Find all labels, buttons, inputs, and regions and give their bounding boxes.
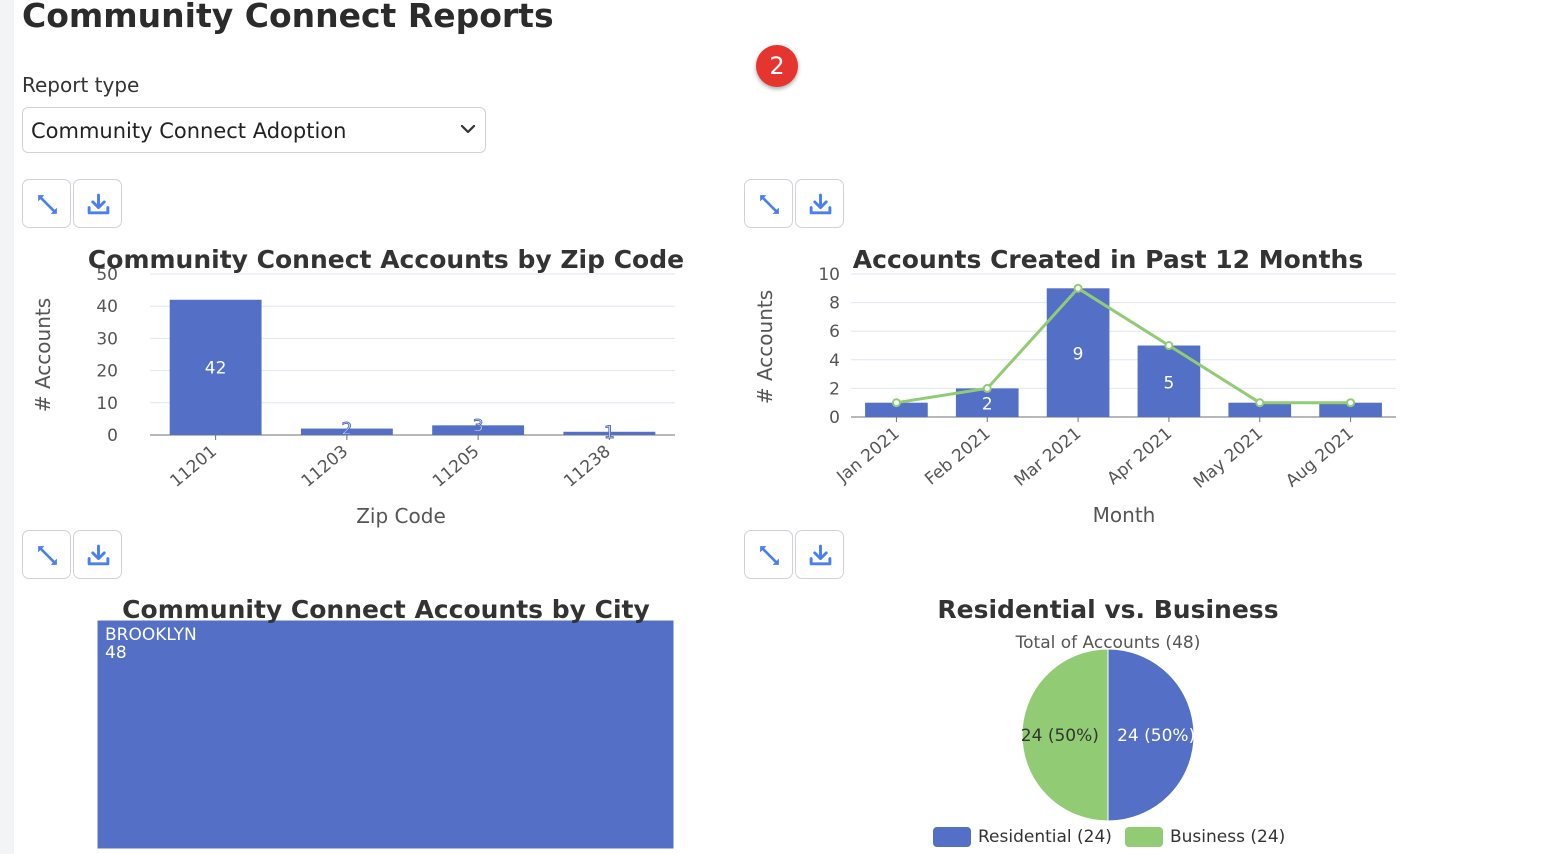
zip-chart-expand-button[interactable] xyxy=(22,179,71,228)
zip-bar xyxy=(432,425,525,435)
months-y-axis-title: # Accounts xyxy=(753,290,777,404)
months-bar xyxy=(1228,402,1292,417)
zip-bar-value-label: 2 xyxy=(341,420,352,440)
report-type-select[interactable]: Community Connect Adoption xyxy=(22,107,486,153)
pie-legend-label: Residential (24) xyxy=(978,827,1112,847)
months-y-tick-label: 0 xyxy=(829,408,840,428)
months-x-axis-title: Month xyxy=(1093,503,1156,527)
pie-legend-swatch xyxy=(1125,827,1163,847)
city-treemap-tile xyxy=(96,619,675,850)
zip-y-axis-title: # Accounts xyxy=(31,298,55,412)
pie-chart-expand-button[interactable] xyxy=(744,530,793,579)
pie-slice-residential xyxy=(1107,648,1195,822)
months-line-point xyxy=(891,398,901,408)
zip-y-tick-label: 30 xyxy=(96,329,118,349)
city-chart-download-button[interactable] xyxy=(73,530,122,579)
pie-slice-label: 24 (50%) xyxy=(1117,726,1195,746)
months-y-tick-label: 2 xyxy=(829,379,840,399)
zip-y-tick-label: 40 xyxy=(96,297,118,317)
zip-bar-value-label: 3 xyxy=(473,416,484,436)
city-tile-name: BROOKLYN xyxy=(105,625,197,645)
months-y-tick-label: 10 xyxy=(818,265,840,285)
chevron-down-icon xyxy=(459,120,477,142)
pie-legend-label: Business (24) xyxy=(1170,827,1285,847)
months-bar xyxy=(1319,402,1382,417)
months-trend-line xyxy=(896,286,1351,405)
city-tile-value: 48 xyxy=(105,643,127,663)
zip-y-tick-label: 20 xyxy=(96,362,118,382)
zip-x-axis-title: Zip Code xyxy=(356,504,446,528)
left-edge-strip xyxy=(0,0,14,854)
months-line-point xyxy=(1255,398,1265,408)
zip-y-tick-label: 10 xyxy=(96,394,118,414)
city-chart-title: Community Connect Accounts by City xyxy=(122,595,650,624)
zip-y-tick-label: 50 xyxy=(96,265,118,285)
months-bar-value-label: 9 xyxy=(1073,345,1084,365)
months-chart-expand-button[interactable] xyxy=(744,179,793,228)
months-line-point xyxy=(1164,341,1174,350)
months-bar xyxy=(865,402,928,417)
pie-chart-download-button[interactable] xyxy=(795,530,844,579)
zip-bar xyxy=(300,428,393,435)
pie-legend-swatch xyxy=(933,827,971,847)
report-type-label: Report type xyxy=(22,73,140,97)
months-line-point xyxy=(1073,283,1083,293)
zip-bar-value-label: 42 xyxy=(205,358,227,378)
months-y-tick-label: 8 xyxy=(829,294,840,314)
zip-chart-download-button[interactable] xyxy=(73,179,122,228)
zip-bar xyxy=(563,431,656,435)
months-bar-value-label: 5 xyxy=(1164,373,1175,393)
months-line-point xyxy=(1346,398,1356,408)
pie-slice-label: 24 (50%) xyxy=(1021,726,1099,746)
months-y-tick-label: 4 xyxy=(829,351,840,371)
zip-bar-value-label: 1 xyxy=(604,423,615,443)
report-type-selected-value: Community Connect Adoption xyxy=(31,119,347,143)
months-chart-download-button[interactable] xyxy=(795,179,844,228)
pie-chart-title: Residential vs. Business xyxy=(937,595,1278,624)
months-chart-title: Accounts Created in Past 12 Months xyxy=(853,245,1363,274)
months-y-tick-label: 6 xyxy=(829,322,840,342)
page-title: Community Connect Reports xyxy=(22,0,554,35)
months-line-point xyxy=(982,383,992,393)
zip-chart-title: Community Connect Accounts by Zip Code xyxy=(88,245,684,274)
zip-bar xyxy=(169,299,262,435)
city-chart-expand-button[interactable] xyxy=(22,530,71,579)
notification-badge[interactable]: 2 xyxy=(756,45,798,87)
pie-slice-business xyxy=(1021,648,1109,822)
pie-chart-subtitle: Total of Accounts (48) xyxy=(1015,633,1201,653)
months-bar-value-label: 2 xyxy=(982,395,993,415)
zip-y-tick-label: 0 xyxy=(107,426,118,446)
